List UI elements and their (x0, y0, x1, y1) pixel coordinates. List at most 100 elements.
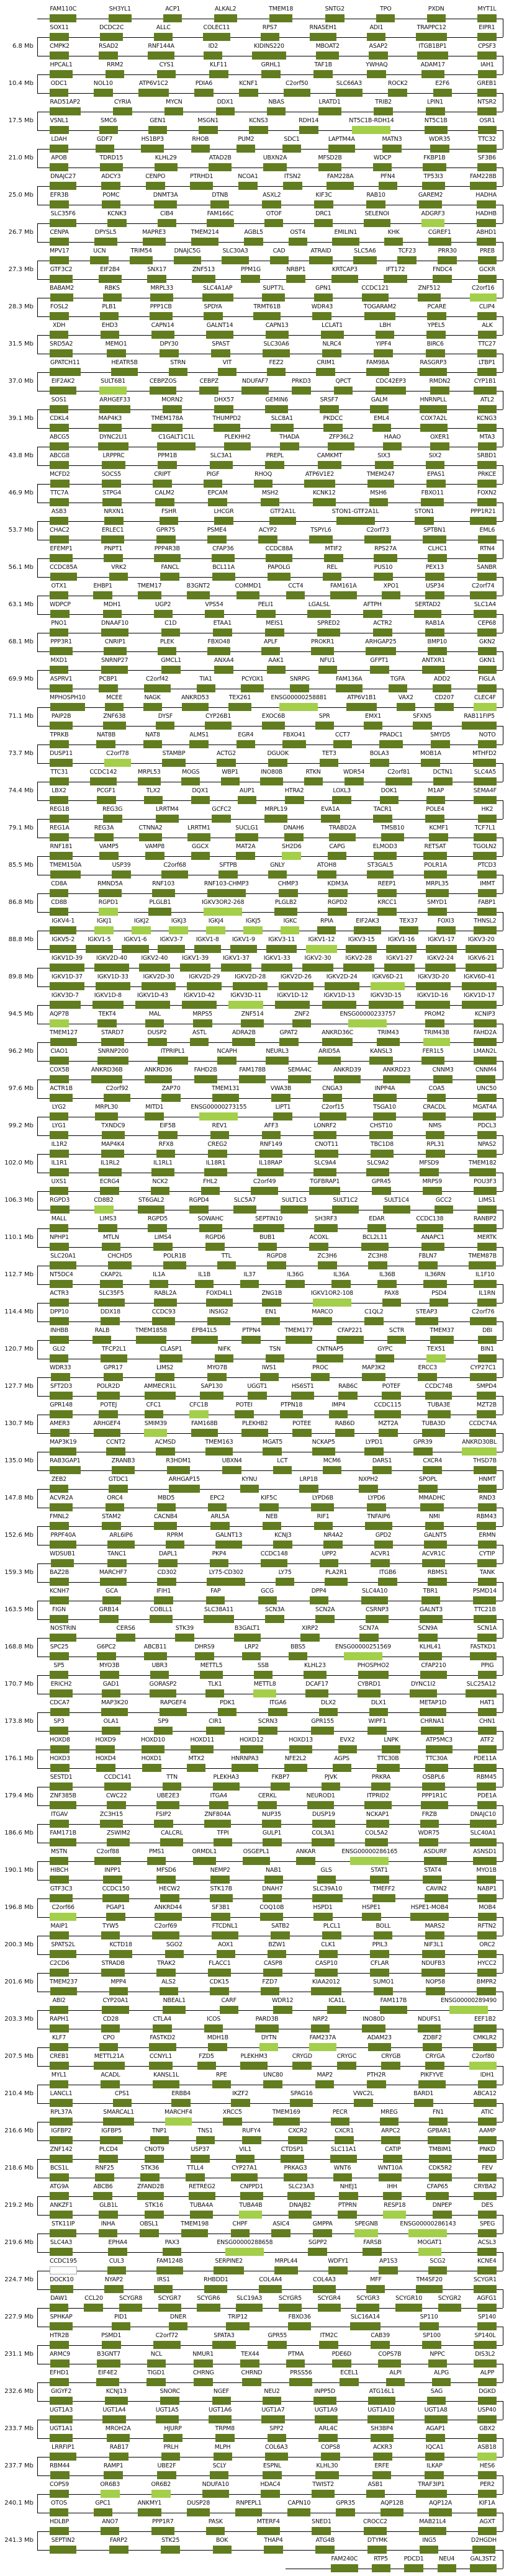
gene-scygr2[interactable]: SCYGR2 (438, 2295, 461, 2312)
gene-bar[interactable] (426, 331, 446, 339)
gene-bar[interactable] (99, 163, 123, 171)
gene-hes6[interactable]: HES6 (477, 2462, 497, 2479)
gene-tmem185b[interactable]: TMEM185B (135, 1327, 167, 1344)
gene-bar[interactable] (50, 1764, 70, 1772)
gene-bar[interactable] (207, 1150, 227, 1158)
gene-bar[interactable] (169, 2322, 187, 2330)
gene-bar[interactable] (179, 964, 211, 972)
gene-bar[interactable] (366, 2285, 385, 2293)
gene-bard1[interactable]: BARD1 (413, 2090, 433, 2107)
gene-bar[interactable] (254, 480, 273, 488)
gene-bar[interactable] (157, 70, 176, 78)
gene-ecel1[interactable]: ECEL1 (340, 2369, 359, 2386)
gene-ano7[interactable]: ANO7 (101, 2518, 120, 2535)
gene-bar[interactable] (50, 684, 73, 692)
gene-tyw5[interactable]: TYW5 (101, 1923, 120, 1939)
gene-bar[interactable] (380, 2006, 407, 2014)
gene-bar[interactable] (157, 219, 176, 227)
gene-bola3[interactable]: BOLA3 (369, 750, 389, 767)
gene-bar[interactable] (348, 1019, 387, 1027)
gene-septin10[interactable]: SEPTIN10 (253, 1215, 284, 1232)
gene-ncaph[interactable]: NCAPH (217, 1048, 237, 1065)
gene-maip1[interactable]: MAIP1 (50, 1923, 69, 1939)
gene-bar[interactable] (205, 1243, 225, 1251)
gene-cul3[interactable]: CUL3 (107, 2258, 126, 2274)
gene-bar[interactable] (366, 2080, 386, 2088)
gene-bar[interactable] (107, 1541, 135, 1549)
gene-bar[interactable] (410, 1689, 437, 1697)
gene-bar[interactable] (385, 945, 417, 953)
gene-bar[interactable] (241, 275, 261, 283)
gene-bar[interactable] (193, 2359, 213, 2368)
gene-igkv1-39[interactable]: IGKV1-39 (179, 955, 211, 972)
gene-mab21l4[interactable]: MAB21L4 (419, 2518, 446, 2535)
gene-bar[interactable] (50, 1987, 78, 1995)
gene-scg2[interactable]: SCG2 (428, 2258, 448, 2274)
gene-cntnap5[interactable]: CNTNAP5 (317, 1346, 344, 1362)
gene-adcy3[interactable]: ADCY3 (101, 173, 121, 190)
gene-myo3b[interactable]: MYO3B (99, 1662, 120, 1679)
gene-bar[interactable] (204, 480, 223, 488)
gene-stam2[interactable]: STAM2 (101, 1513, 121, 1530)
gene-bar[interactable] (238, 1075, 266, 1083)
gene-rhoq[interactable]: RHOQ (254, 471, 273, 488)
gene-bar[interactable] (421, 666, 445, 674)
gene-ensg00000286165[interactable]: ENSG00000286165 (341, 1848, 398, 1865)
gene-prkra[interactable]: PRKRA (371, 1774, 391, 1791)
gene-bar[interactable] (50, 833, 70, 841)
gene-arhgef33[interactable]: ARHGEF33 (99, 396, 130, 413)
gene-bar[interactable] (332, 796, 352, 804)
gene-sp3[interactable]: SP3 (50, 1718, 68, 1735)
gene-st6gal2[interactable]: ST6GAL2 (137, 1197, 165, 1214)
gene-igkv1-33[interactable]: IGKV1-33 (261, 955, 292, 972)
gene-bar[interactable] (477, 2173, 497, 2181)
gene-supt7l[interactable]: SUPT7L (262, 285, 286, 302)
gene-ywhaq[interactable]: YWHAQ (366, 61, 388, 78)
gene-bar[interactable] (93, 89, 113, 97)
gene-bar[interactable] (260, 1913, 284, 1921)
gene-ctnna2[interactable]: CTNNA2 (139, 825, 163, 841)
gene-psmd1[interactable]: PSMD1 (101, 2332, 121, 2349)
gene-crygd[interactable]: CRYGD (292, 2053, 312, 2070)
gene-bar[interactable] (313, 219, 333, 227)
gene-bar[interactable] (416, 2490, 447, 2498)
gene-csrnp3[interactable]: CSRNP3 (366, 1606, 389, 1623)
gene-bar[interactable] (50, 256, 70, 264)
gene-bar[interactable] (50, 2248, 73, 2256)
gene-fam228a[interactable]: FAM228A (327, 173, 354, 190)
gene-bar[interactable] (211, 1931, 239, 1939)
gene-aqp7b[interactable]: AQP7B (50, 1011, 69, 1027)
gene-spast[interactable]: SPAST (211, 341, 231, 357)
gene-b3gnt2[interactable]: B3GNT2 (187, 583, 210, 599)
gene-inpp5d[interactable]: INPP5D (313, 2388, 336, 2405)
gene-trabd2a[interactable]: TRABD2A (329, 825, 356, 841)
gene-bar[interactable] (232, 1038, 256, 1046)
gene-bmp10[interactable]: BMP10 (428, 638, 447, 655)
gene-bar[interactable] (417, 293, 441, 302)
gene-fancl[interactable]: FANCL (160, 564, 180, 581)
gene-bar[interactable] (314, 2415, 338, 2423)
gene-atraid[interactable]: ATRAID (309, 248, 333, 264)
gene-bar[interactable] (388, 89, 408, 97)
gene-nckap5[interactable]: NCKAP5 (312, 1439, 335, 1456)
gene-cfap36[interactable]: CFAP36 (211, 545, 235, 562)
gene-tgoln2[interactable]: TGOLN2 (473, 843, 497, 860)
gene-slc4a5[interactable]: SLC4A5 (473, 769, 497, 785)
gene-peli1[interactable]: PELI1 (256, 601, 276, 618)
gene-c2orf92[interactable]: C2orf92 (103, 1085, 131, 1102)
gene-cir1[interactable]: CIR1 (205, 1718, 225, 1735)
gene-bar[interactable] (260, 33, 279, 41)
gene-plekhm3[interactable]: PLEKHM3 (240, 2053, 268, 2070)
gene-dguok[interactable]: DGUOK (268, 750, 289, 767)
gene-bar[interactable] (430, 145, 449, 153)
gene-kcnk12[interactable]: KCNK12 (312, 490, 336, 506)
gene-bar[interactable] (425, 964, 456, 972)
gene-nxph2[interactable]: NXPH2 (359, 1476, 378, 1493)
gene-inpp4a[interactable]: INPP4A (373, 1085, 397, 1102)
gene-bar[interactable] (469, 1168, 497, 1176)
gene-tigd1[interactable]: TIGD1 (146, 2369, 166, 2386)
gene-icos[interactable]: ICOS (204, 2016, 223, 2033)
gene-baz2b[interactable]: BAZ2B (50, 1569, 69, 1586)
gene-bar[interactable] (50, 1541, 77, 1549)
gene-bar[interactable] (370, 982, 405, 990)
